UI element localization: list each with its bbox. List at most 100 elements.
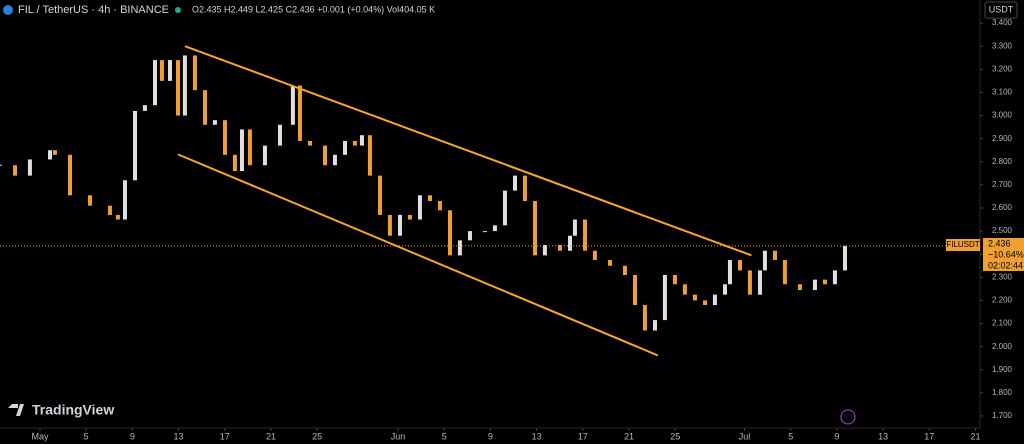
y-tick-label: 1.800 <box>992 388 1013 397</box>
y-tick-label: 3.100 <box>992 88 1013 97</box>
ohlc-readout: O2.435 H2.449 L2.425 C2.436 +0.001 (+0.0… <box>192 4 435 14</box>
x-tick-label: 17 <box>220 431 230 441</box>
candle <box>232 154 237 172</box>
candle <box>323 145 328 166</box>
x-tick-label: 13 <box>878 431 888 441</box>
candle <box>592 250 597 260</box>
y-tick-label: 2.900 <box>992 134 1013 143</box>
candle <box>832 270 837 285</box>
candle <box>572 219 577 236</box>
candle <box>332 154 337 166</box>
y-tick-label: 2.600 <box>992 203 1013 212</box>
candle <box>262 145 267 166</box>
candle <box>567 235 572 251</box>
candle <box>662 275 667 321</box>
price-tag-change: −10.64% <box>988 249 1024 259</box>
x-tick-label: 21 <box>970 431 980 441</box>
candle <box>437 201 442 211</box>
currency-label[interactable]: USDT <box>989 4 1014 14</box>
candle <box>712 294 717 306</box>
candle <box>67 154 72 196</box>
x-tick-label: Jul <box>739 431 751 441</box>
logo-icon <box>8 404 24 416</box>
candle <box>48 150 53 160</box>
x-tick-label: May <box>31 431 49 441</box>
y-tick-label: 3.200 <box>992 64 1013 73</box>
candle <box>622 265 627 276</box>
candle <box>557 244 562 251</box>
candle <box>737 259 742 271</box>
y-tick-label: 3.400 <box>992 18 1013 27</box>
candle <box>482 231 487 233</box>
alert-icon[interactable] <box>840 409 856 425</box>
candle <box>582 219 587 251</box>
candle <box>397 214 402 236</box>
y-tick-label: 2.200 <box>992 296 1013 305</box>
x-tick-label: 13 <box>532 431 542 441</box>
y-tick-label: 3.300 <box>992 41 1013 50</box>
candle <box>182 55 187 116</box>
symbol-tag <box>946 239 980 251</box>
candle <box>297 85 302 141</box>
candle <box>352 140 357 146</box>
candle <box>168 60 173 81</box>
candle <box>247 129 252 166</box>
y-tick-label: 1.900 <box>992 365 1013 374</box>
candle <box>812 279 817 291</box>
candle <box>607 259 612 266</box>
candle <box>115 214 120 220</box>
price-tag-price: 2.436 <box>988 238 1011 248</box>
candle <box>277 124 282 146</box>
symbol-icon <box>3 5 13 15</box>
x-tick-label: 5 <box>442 431 447 441</box>
candle <box>467 231 472 241</box>
candle <box>492 225 497 232</box>
candle <box>513 175 518 191</box>
candle <box>192 55 197 91</box>
candle <box>13 165 18 176</box>
candle <box>797 284 802 291</box>
y-tick-label: 2.000 <box>992 342 1013 351</box>
candle <box>290 85 295 125</box>
candle <box>87 195 92 206</box>
candle <box>642 305 647 331</box>
candle <box>159 60 164 81</box>
candle <box>702 300 707 306</box>
candle <box>842 245 847 271</box>
candle <box>652 320 657 331</box>
trend-line <box>184 45 752 257</box>
candle <box>502 190 507 226</box>
candle <box>387 214 392 236</box>
candle <box>427 195 432 202</box>
y-tick-label: 2.100 <box>992 319 1013 328</box>
candle <box>532 201 537 256</box>
candle <box>672 275 677 285</box>
price-tag <box>983 238 1024 271</box>
x-tick-label: 9 <box>834 431 839 441</box>
x-tick-label: Jun <box>391 431 406 441</box>
candle <box>367 135 372 176</box>
y-tick-label: 2.300 <box>992 272 1013 281</box>
candle <box>757 270 762 295</box>
candle <box>772 250 777 260</box>
currency-button[interactable] <box>984 1 1018 19</box>
candle <box>782 259 787 285</box>
candle <box>122 180 127 220</box>
symbol-title: FIL / TetherUS · 4h · BINANCE <box>18 4 169 16</box>
candle <box>212 120 217 125</box>
x-tick-label: 25 <box>670 431 680 441</box>
candle <box>407 214 412 220</box>
x-tick-label: 17 <box>924 431 934 441</box>
y-tick-label: 3.000 <box>992 111 1013 120</box>
candle <box>133 110 138 181</box>
candle <box>682 284 687 295</box>
candle <box>239 129 244 172</box>
candle <box>222 120 227 155</box>
candle <box>633 275 638 306</box>
candle <box>152 60 157 106</box>
logo-text: TradingView <box>32 402 114 418</box>
x-tick-label: 21 <box>624 431 634 441</box>
candle <box>377 175 382 215</box>
candle <box>823 279 828 285</box>
